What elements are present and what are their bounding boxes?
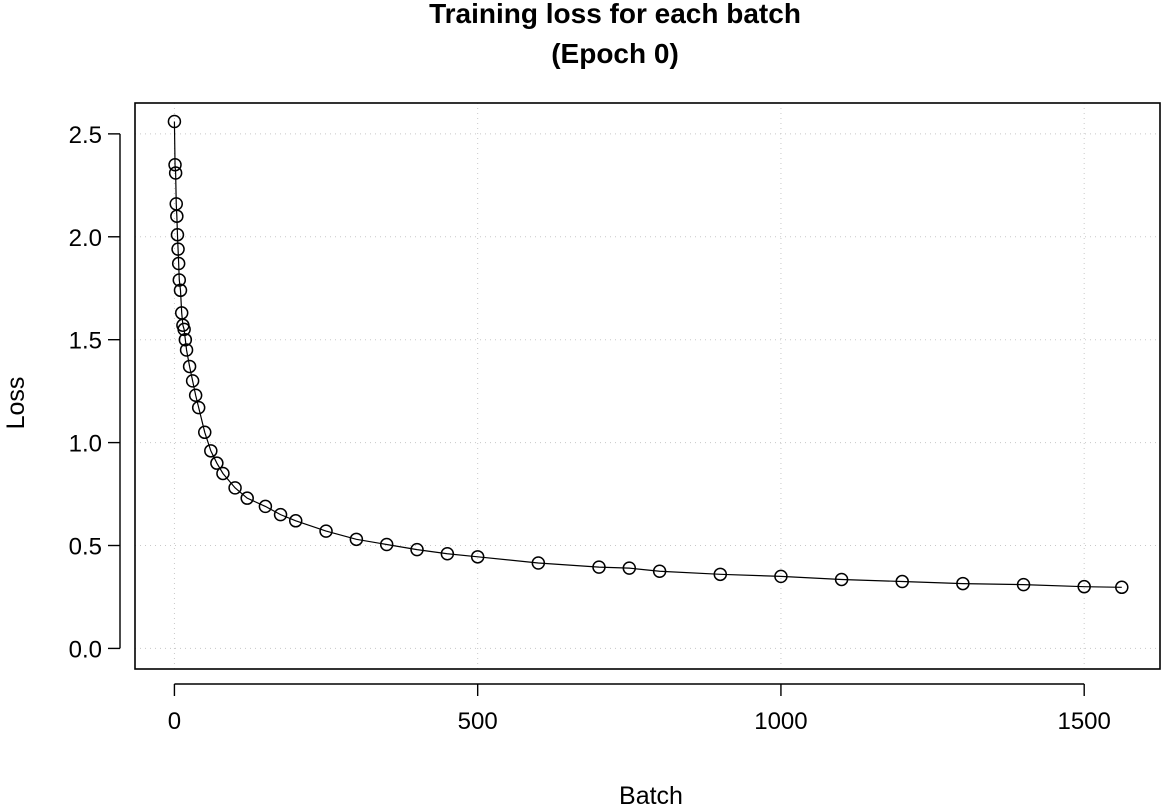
data-point <box>171 256 186 271</box>
data-point <box>622 561 637 575</box>
data-point <box>171 242 185 256</box>
data-point <box>179 343 194 357</box>
data-point <box>273 507 288 522</box>
data-point <box>652 564 667 578</box>
data-point <box>349 532 364 547</box>
x-axis: 0 500 1000 1500 <box>168 683 1111 735</box>
data-point <box>410 542 424 557</box>
data-point <box>1077 579 1091 594</box>
data-point <box>713 567 728 582</box>
y-tick-label: 0.0 <box>69 636 102 663</box>
y-axis-label: Loss <box>2 377 30 430</box>
series-line <box>173 121 1122 588</box>
y-tick-label: 1.0 <box>69 431 102 458</box>
grid <box>135 103 1160 669</box>
data-point <box>182 359 197 374</box>
data-point <box>177 322 191 337</box>
data-point <box>170 209 184 223</box>
data-point <box>178 332 193 347</box>
y-tick-label: 0.5 <box>69 534 102 561</box>
data-point <box>440 546 455 561</box>
data-point <box>240 491 254 505</box>
data-point <box>210 456 224 470</box>
data-point <box>592 560 606 574</box>
y-tick-label: 1.5 <box>69 328 102 355</box>
data-point <box>167 114 182 129</box>
y-tick-label: 2.5 <box>69 122 102 149</box>
x-axis-label: Batch <box>619 782 683 809</box>
x-tick-label: 1500 <box>1057 708 1110 735</box>
chart-subtitle: (Epoch 0) <box>551 38 679 69</box>
data-point <box>168 166 183 180</box>
data-point <box>188 388 203 403</box>
data-point <box>288 514 303 528</box>
data-point <box>228 481 242 495</box>
data-point <box>204 444 218 458</box>
x-tick-label: 1000 <box>754 708 807 735</box>
data-point <box>1115 580 1129 595</box>
data-point <box>197 425 212 440</box>
data-point <box>168 157 182 172</box>
data-point <box>170 227 185 242</box>
chart-title: Training loss for each batch <box>429 0 801 29</box>
data-point <box>834 572 849 587</box>
data-point <box>774 569 788 584</box>
data-point <box>216 466 230 481</box>
series-loss <box>167 114 1129 595</box>
data-point <box>319 524 333 538</box>
data-point <box>956 576 970 591</box>
data-point <box>172 273 187 287</box>
data-point <box>470 550 485 564</box>
data-point <box>1016 577 1031 592</box>
x-tick-label: 500 <box>458 708 498 735</box>
data-point <box>258 499 273 514</box>
data-point <box>379 537 394 552</box>
y-tick-label: 2.0 <box>69 225 102 252</box>
data-point <box>895 574 909 589</box>
data-point <box>531 556 546 570</box>
data-point <box>191 400 206 415</box>
data-point <box>173 283 188 298</box>
data-point <box>185 374 200 388</box>
x-tick-label: 0 <box>168 708 181 735</box>
y-axis: 0.0 0.5 1.0 1.5 2.0 2.5 <box>69 122 121 663</box>
plot-frame <box>134 102 1161 670</box>
